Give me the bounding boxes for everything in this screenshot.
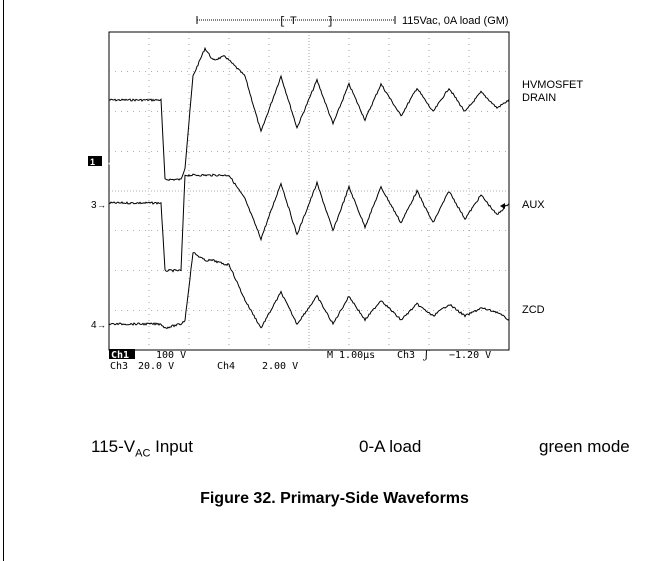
ch4-marker-arrow: →	[97, 320, 106, 330]
readout-timebase: M 1.00µs	[327, 350, 375, 361]
readout-ch3: Ch3	[110, 361, 128, 372]
trigger-bracket-right: ]	[327, 16, 334, 28]
readout-trigger-source: Ch3	[397, 350, 415, 361]
scope-traces	[108, 46, 510, 330]
readout-ch3-scale: 20.0 V	[138, 361, 174, 372]
caption-load: 0-A load	[359, 437, 422, 456]
trace-hvmosfet-drain	[108, 46, 510, 182]
label-drain: DRAIN	[522, 92, 556, 104]
trace-aux	[108, 173, 510, 273]
ch1-marker: 1	[90, 157, 95, 167]
label-aux: AUX	[522, 199, 545, 211]
ch3-marker-arrow: →	[97, 200, 106, 210]
caption-mode: green mode	[539, 437, 630, 456]
header-note: 115Vac, 0A load (GM)	[402, 15, 509, 27]
readout-ch4-scale: 2.00 V	[262, 361, 298, 372]
scope-grid	[108, 31, 510, 351]
ch1-marker-arrow: →	[103, 157, 112, 167]
caption-input: 115-VAC Input	[91, 437, 193, 459]
trace-zcd	[108, 251, 510, 330]
label-zcd: ZCD	[522, 304, 545, 316]
readout-trigger-slope: ʃ	[422, 348, 430, 361]
trigger-position-label: T	[290, 15, 297, 27]
trigger-bracket-left: [	[279, 16, 286, 28]
trigger-level-marker	[500, 203, 505, 209]
readout-ch1-scale: 100 V	[156, 350, 186, 361]
ch1-marker-box	[88, 156, 102, 166]
page-left-rule	[3, 0, 4, 561]
readout-ch4: Ch4	[217, 361, 235, 372]
ch4-marker: 4	[91, 320, 97, 331]
label-hvmosfet: HVMOSFET	[522, 79, 583, 91]
ch1-readout-box	[109, 349, 135, 359]
oscilloscope-plot: [ T ] 115Vac, 0A load (GM) 1 → 3 → 4 → H…	[88, 15, 583, 372]
readout-trigger-level: −1.20 V	[449, 350, 491, 361]
caption-input-main: 115-V	[91, 437, 136, 456]
readout-ch1: Ch1	[111, 350, 129, 361]
caption-input-sub: AC	[135, 447, 151, 460]
figure-title: Figure 32. Primary-Side Waveforms	[200, 490, 469, 507]
caption-input-tail: Input	[150, 437, 193, 456]
ch3-marker: 3	[91, 200, 97, 211]
